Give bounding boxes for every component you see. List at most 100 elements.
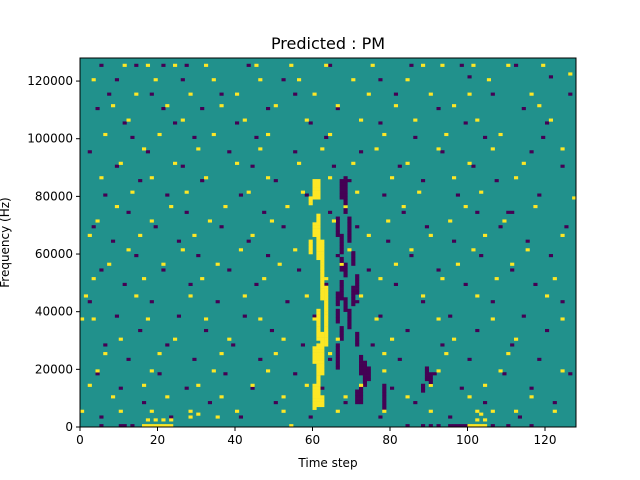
heatmap-cell-low xyxy=(339,331,344,335)
heatmap-cell-low xyxy=(339,251,344,255)
heatmap-cell-low xyxy=(359,401,364,405)
heatmap-cell-low xyxy=(529,386,534,390)
heatmap-cell-high xyxy=(320,360,325,364)
heatmap-cell-low xyxy=(359,150,364,154)
heatmap-cell-high xyxy=(471,424,476,428)
heatmap-cell-low xyxy=(328,357,333,361)
heatmap-cell-low xyxy=(219,225,224,229)
heatmap-cell-high xyxy=(312,392,317,396)
heatmap-cell-low xyxy=(355,274,360,278)
heatmap-cell-high xyxy=(316,366,321,370)
heatmap-cell-low xyxy=(335,349,340,353)
heatmap-cell-low xyxy=(335,291,340,295)
heatmap-cell-low xyxy=(339,294,344,298)
heatmap-cell-high xyxy=(149,219,154,223)
heatmap-cell-high xyxy=(324,308,329,312)
heatmap-cell-low xyxy=(432,372,437,376)
heatmap-cell-low xyxy=(339,265,344,269)
heatmap-cell-high xyxy=(324,300,329,304)
heatmap-cell-low xyxy=(285,300,290,304)
heatmap-cell-high xyxy=(374,317,379,321)
heatmap-cell-low xyxy=(176,314,182,318)
heatmap-cell-high xyxy=(262,277,267,281)
heatmap-cell-low xyxy=(455,193,461,197)
heatmap-cell-high xyxy=(548,118,554,122)
heatmap-cell-low xyxy=(103,343,108,347)
heatmap-cell-high xyxy=(324,291,329,295)
heatmap-cell-low xyxy=(448,415,453,419)
heatmap-cell-low xyxy=(529,424,534,428)
heatmap-cell-high xyxy=(169,418,174,422)
heatmap-cell-low xyxy=(448,424,453,428)
heatmap-cell-high xyxy=(91,317,96,321)
heatmap-cell-low xyxy=(351,294,356,298)
heatmap-cell-high xyxy=(204,317,209,321)
heatmap-cell-low xyxy=(227,150,232,154)
heatmap-cell-high xyxy=(316,398,321,402)
heatmap-cell-low xyxy=(176,239,182,243)
heatmap-cell-low xyxy=(355,401,360,405)
heatmap-cell-low xyxy=(355,398,360,402)
heatmap-cell-low xyxy=(238,415,244,419)
heatmap-cell-low xyxy=(300,343,306,347)
heatmap-cell-low xyxy=(351,259,356,263)
heatmap-cell-high xyxy=(316,334,321,338)
heatmap-cell-low xyxy=(355,282,360,286)
heatmap-cell-high xyxy=(80,409,85,413)
heatmap-cell-high xyxy=(196,147,201,151)
heatmap-cell-high xyxy=(316,363,321,367)
heatmap-cell-low xyxy=(335,230,340,235)
heatmap-cell-low xyxy=(521,107,526,111)
heatmap-cell-high xyxy=(316,380,321,385)
heatmap-cell-low xyxy=(118,424,123,428)
heatmap-cell-high xyxy=(490,147,495,151)
heatmap-cell-high xyxy=(483,418,488,422)
heatmap-cell-high xyxy=(320,395,325,399)
heatmap-cell-high xyxy=(316,326,321,330)
heatmap-cell-high xyxy=(514,337,519,341)
heatmap-cell-high xyxy=(324,294,329,298)
heatmap-cell-high xyxy=(316,181,321,186)
heatmap-cell-high xyxy=(401,205,406,209)
heatmap-cell-low xyxy=(250,164,255,168)
heatmap-cell-high xyxy=(316,228,321,232)
heatmap-cell-low xyxy=(122,424,127,428)
heatmap-cell-low xyxy=(343,268,348,272)
heatmap-cell-low xyxy=(362,363,368,367)
heatmap-cell-high xyxy=(316,386,321,390)
heatmap-cell-high xyxy=(529,92,534,96)
heatmap-cell-low xyxy=(111,239,116,243)
heatmap-cell-high xyxy=(308,245,313,249)
heatmap-cell-low xyxy=(87,300,92,304)
heatmap-cell-low xyxy=(122,121,127,125)
heatmap-cell-high xyxy=(235,409,240,413)
heatmap-cell-low xyxy=(347,236,352,240)
heatmap-cell-high xyxy=(207,219,213,223)
heatmap-cell-high xyxy=(312,389,317,393)
heatmap-cell-high xyxy=(355,190,360,194)
heatmap-cell-low xyxy=(343,193,348,197)
heatmap-cell-high xyxy=(316,392,321,396)
heatmap-cell-high xyxy=(118,161,123,165)
heatmap-cell-low xyxy=(498,225,503,229)
heatmap-cell-low xyxy=(91,225,96,229)
heatmap-cell-low xyxy=(335,225,340,229)
heatmap-cell-low xyxy=(355,331,360,335)
heatmap-cell-low xyxy=(273,401,278,405)
heatmap-cell-high xyxy=(320,245,325,249)
heatmap-cell-high xyxy=(312,406,317,410)
heatmap-cell-high xyxy=(312,225,317,229)
x-tick-label: 40 xyxy=(227,433,242,447)
heatmap-cell-low xyxy=(335,233,340,237)
heatmap-cell-low xyxy=(355,279,360,284)
heatmap-cell-high xyxy=(479,412,484,416)
heatmap-cell-low xyxy=(382,406,387,410)
heatmap-cell-low xyxy=(347,225,352,229)
heatmap-cell-high xyxy=(312,401,317,405)
heatmap-cell-low xyxy=(514,63,519,67)
heatmap-cell-high xyxy=(467,92,472,96)
heatmap-cell-low xyxy=(378,415,383,419)
heatmap-cell-high xyxy=(328,132,333,137)
heatmap-cell-high xyxy=(246,190,251,194)
x-axis-label: Time step xyxy=(297,456,357,470)
